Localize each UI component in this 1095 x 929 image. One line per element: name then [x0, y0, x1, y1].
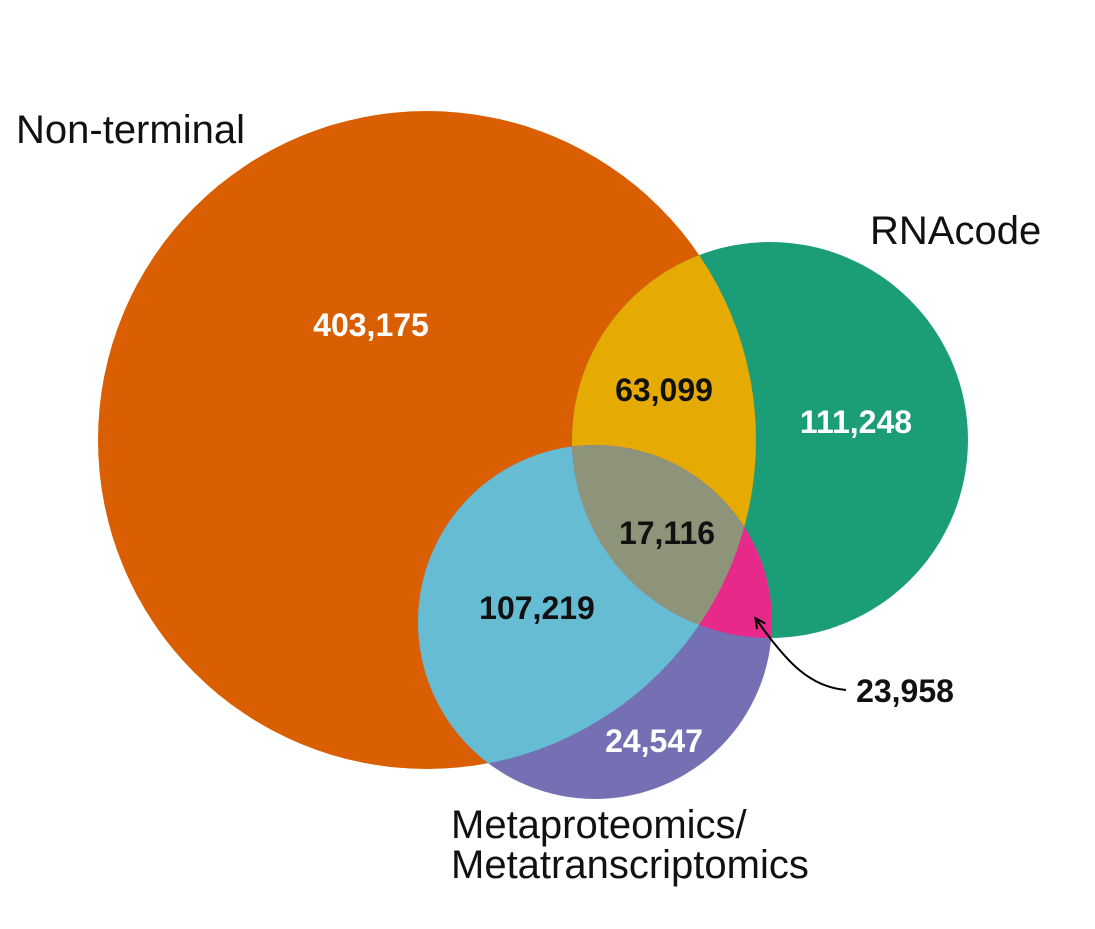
count-non-terminal-metaproteomics: 107,219 [479, 590, 595, 626]
callout-arrow [756, 619, 847, 691]
count-rnacode-metaproteomics: 23,958 [856, 673, 954, 709]
count-metaproteomics-only: 24,547 [605, 723, 703, 759]
set-label-metatranscriptomics: Metatranscriptomics [451, 843, 809, 887]
count-non-terminal-rnacode: 63,099 [615, 372, 713, 408]
set-label-non-terminal: Non-terminal [16, 108, 245, 152]
count-non-terminal-only: 403,175 [313, 307, 429, 343]
count-all-three: 17,116 [619, 515, 715, 551]
set-label-rnacode: RNAcode [870, 209, 1041, 253]
set-label-metaproteomics: Metaproteomics/ [451, 803, 748, 847]
count-rnacode-only: 111,248 [800, 404, 912, 440]
